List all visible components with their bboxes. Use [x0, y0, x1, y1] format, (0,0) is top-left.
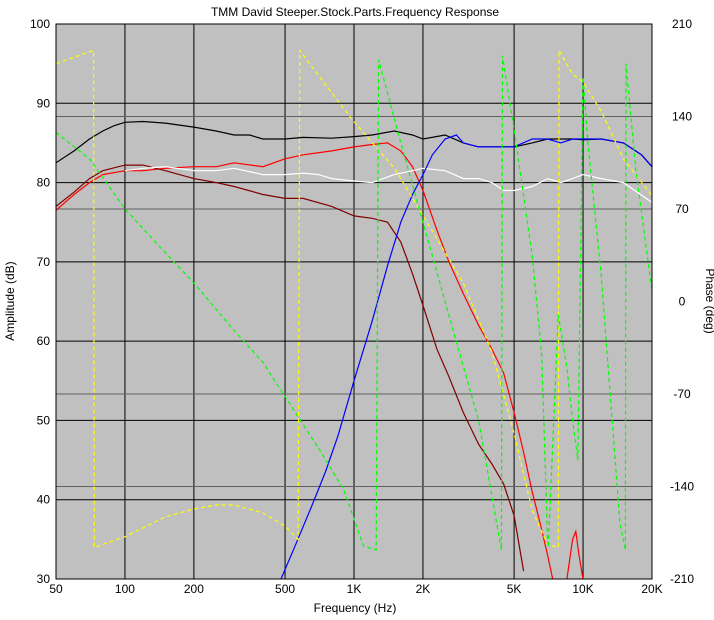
- series-line-5: [280, 134, 652, 579]
- y2-tick-label: 210: [672, 17, 692, 31]
- y-tick-label: 100: [30, 17, 50, 31]
- y-tick-label: 70: [37, 255, 51, 269]
- series-layer: [56, 48, 652, 579]
- x-tick-label: 100: [115, 582, 135, 596]
- y-axis-ticks: 30 40 50 60 70 80 90 100: [30, 17, 50, 586]
- series-line-7: [56, 55, 652, 551]
- y-tick-label: 40: [37, 493, 51, 507]
- chart-title: TMM David Steeper.Stock.Parts.Frequency …: [211, 5, 499, 19]
- x-tick-label: 200: [184, 582, 204, 596]
- y2-axis-ticks: 210 140 70 0 -70 -140 -210: [670, 17, 694, 586]
- x-tick-label: 5K: [507, 582, 522, 596]
- y2-tick-label: 0: [679, 295, 686, 309]
- x-tick-label: 2K: [416, 582, 431, 596]
- x-tick-label: 500: [275, 582, 295, 596]
- y-tick-label: 50: [37, 413, 51, 427]
- x-tick-label: 50: [49, 582, 63, 596]
- y2-tick-label: 140: [672, 110, 692, 124]
- y-tick-label: 90: [37, 96, 51, 110]
- y-tick-label: 60: [37, 334, 51, 348]
- x-axis-label: Frequency (Hz): [314, 601, 397, 615]
- x-tick-label: 1K: [347, 582, 362, 596]
- x-axis-ticks: 50 100 200 500 1K 2K 5K 10K 20K: [49, 582, 662, 596]
- series-line-1: [56, 120, 652, 168]
- series-line-6: [56, 48, 652, 549]
- x-tick-label: 20K: [641, 582, 662, 596]
- y2-tick-label: -70: [673, 387, 691, 401]
- y2-tick-label: -140: [670, 480, 694, 494]
- x-tick-label: 10K: [572, 582, 593, 596]
- y-axis-label: Amplitude (dB): [3, 261, 17, 340]
- y2-tick-label: -210: [670, 572, 694, 586]
- series-line-3: [56, 164, 525, 572]
- y-tick-label: 80: [37, 176, 51, 190]
- plot-frame: [55, 23, 653, 580]
- y2-axis-label: Phase (deg): [703, 268, 714, 333]
- y-tick-label: 30: [37, 572, 51, 586]
- series-line-4: [124, 166, 652, 203]
- y2-tick-label: 70: [675, 202, 689, 216]
